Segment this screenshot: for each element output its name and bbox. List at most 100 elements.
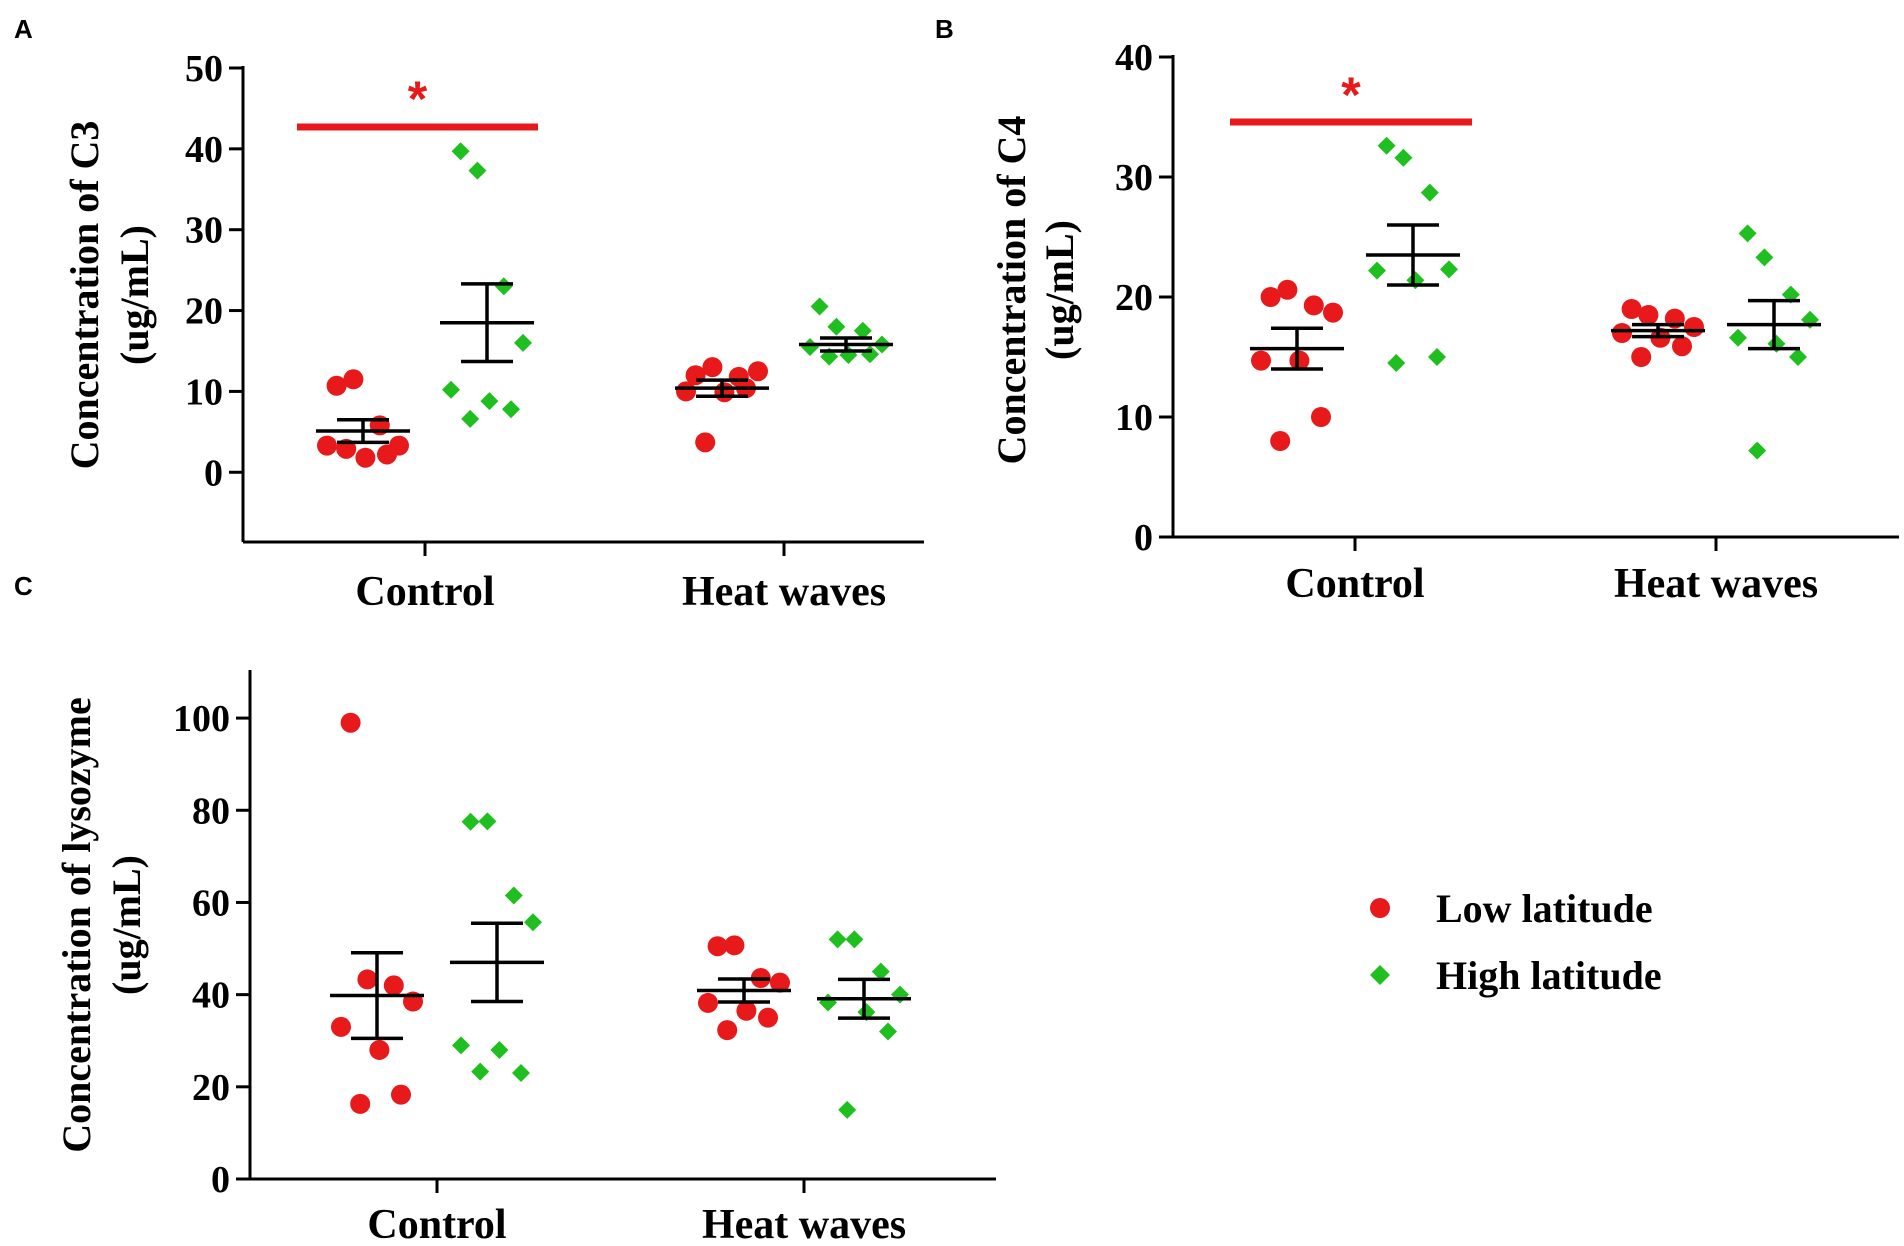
panel-b: B 0 10 20 30 40 Control Heat waves Concentratio… xyxy=(935,14,1899,607)
panel-c-point-low xyxy=(698,992,718,1013)
panel-c-point-high xyxy=(819,993,837,1012)
legend-high-marker xyxy=(1370,965,1390,985)
panel-c-point-low xyxy=(770,972,790,993)
legend: Low latitude High latitude xyxy=(1370,886,1662,998)
panel-b-x-tick-label: Heat waves xyxy=(1614,561,1818,607)
panel-a-x-tick-label: Control xyxy=(355,569,494,615)
panel-c-point-high xyxy=(838,1100,857,1119)
panel-a-y-axis-unit: (ug/mL) xyxy=(112,225,157,365)
panel-c-point-low xyxy=(724,935,745,956)
panel-b-point-high xyxy=(1377,136,1396,155)
panel-a-point-low xyxy=(676,381,696,402)
panel-a-point-high xyxy=(861,345,879,364)
panel-a-point-high xyxy=(442,380,460,399)
panel-a-point-low xyxy=(702,357,723,378)
panel-b-y-axis-title: Concentration of C4 xyxy=(989,116,1034,465)
panel-c-y-tick-label: 0 xyxy=(211,1159,230,1201)
panel-b-point-high xyxy=(1387,354,1406,372)
panel-b-point-high xyxy=(1729,328,1747,347)
panel-c-point-low xyxy=(350,1093,371,1114)
panel-a-point-low xyxy=(695,432,716,453)
panel-a-y-tick-label: 40 xyxy=(185,129,223,171)
panel-b-y-tick-label: 40 xyxy=(1115,37,1153,79)
panel-c-y-tick-label: 40 xyxy=(192,975,230,1017)
panel-c-point-high xyxy=(828,930,847,949)
panel-c-point-low xyxy=(383,975,404,996)
panel-b-y-tick-label: 20 xyxy=(1115,277,1153,319)
panel-b-point-high xyxy=(1420,183,1439,202)
panel-b-point-low xyxy=(1672,336,1692,357)
panel-b-point-low xyxy=(1251,350,1271,371)
panel-b-point-low xyxy=(1277,279,1298,300)
panel-c-point-low xyxy=(357,969,378,990)
panel-c-point-high xyxy=(461,812,480,831)
panel-b-point-low xyxy=(1631,347,1652,367)
panel-a-point-low xyxy=(748,361,768,382)
panel-b-point-high xyxy=(1748,441,1767,460)
panel-c-point-low xyxy=(340,712,361,733)
panel-b-point-low xyxy=(1289,350,1310,371)
panel-a-point-high xyxy=(461,409,480,428)
panel-b-point-high xyxy=(1789,348,1807,366)
panel-c-point-high xyxy=(452,1036,470,1055)
panel-b-point-high xyxy=(1738,224,1757,243)
panel-c-y-axis-title: Concentration of lysozyme xyxy=(54,697,99,1152)
panel-b-point-high xyxy=(1428,348,1446,366)
panel-b-point-high xyxy=(1394,148,1413,167)
panel-c-point-high xyxy=(891,985,909,1004)
panel-a-y-tick-label: 0 xyxy=(204,452,223,494)
panel-b-y-axis-unit: (ug/mL) xyxy=(1037,220,1082,360)
panel-a-significance-star: * xyxy=(408,71,428,127)
panel-a-point-low xyxy=(377,444,397,465)
panel-a-point-low xyxy=(317,435,337,456)
panel-c-point-high xyxy=(478,812,497,831)
panel-a-point-high xyxy=(494,277,513,296)
panel-a-point-high xyxy=(480,392,499,411)
panel-b-point-high xyxy=(1368,261,1386,280)
panel-a-point-high xyxy=(468,161,487,180)
panel-c-point-low xyxy=(736,1000,757,1021)
legend-high-label: High latitude xyxy=(1436,953,1662,998)
panel-b-point-low xyxy=(1684,317,1704,337)
panel-c-point-high xyxy=(524,913,542,932)
panel-c-point-low xyxy=(391,1084,411,1105)
panel-b-point-high xyxy=(1440,260,1458,279)
panel-c-x-tick-label: Heat waves xyxy=(702,1202,906,1246)
panel-c-label: C xyxy=(14,571,33,601)
panel-b-y-tick-label: 10 xyxy=(1115,397,1153,439)
panel-c-point-low xyxy=(331,1016,351,1037)
panel-b-x-tick-label: Control xyxy=(1285,561,1424,607)
panel-b-point-low xyxy=(1323,302,1343,323)
panel-c-point-low xyxy=(717,1020,738,1041)
panel-c-y-tick-label: 80 xyxy=(192,790,230,832)
panel-a-point-high xyxy=(514,333,532,352)
panel-a-point-high xyxy=(801,337,819,356)
panel-c-point-high xyxy=(504,886,523,905)
panel-a-point-high xyxy=(502,400,520,419)
panel-c-point-high xyxy=(871,962,890,981)
panel-a-point-high xyxy=(451,142,470,161)
panel-b-label: B xyxy=(935,14,954,44)
panel-a-label: A xyxy=(14,14,33,44)
panel-c-y-tick-label: 100 xyxy=(173,698,230,740)
panel-a-x-tick-label: Heat waves xyxy=(682,569,886,615)
panel-a: A 0 10 20 30 40 50 Control Heat waves Concentrat… xyxy=(14,14,924,615)
panel-a-y-axis-title: Concentration of C3 xyxy=(62,121,107,470)
legend-low-marker xyxy=(1370,898,1390,918)
panel-a-point-high xyxy=(810,297,829,316)
panel-a-point-low xyxy=(355,447,376,468)
panel-c-point-high xyxy=(512,1063,530,1082)
panel-c-y-tick-label: 60 xyxy=(192,882,230,924)
panel-a-y-tick-label: 30 xyxy=(185,210,223,252)
panel-a-y-tick-label: 10 xyxy=(185,371,223,413)
panel-a-point-low xyxy=(343,369,364,390)
panel-b-point-low xyxy=(1638,305,1659,325)
panel-a-point-high xyxy=(839,346,858,365)
panel-c-point-high xyxy=(490,1040,509,1059)
panel-c-point-low xyxy=(369,1039,390,1060)
panel-c-point-high xyxy=(879,1022,897,1041)
panel-b-point-low xyxy=(1311,407,1331,427)
panel-a-point-low xyxy=(714,382,735,403)
panel-a-y-tick-label: 20 xyxy=(185,291,223,333)
